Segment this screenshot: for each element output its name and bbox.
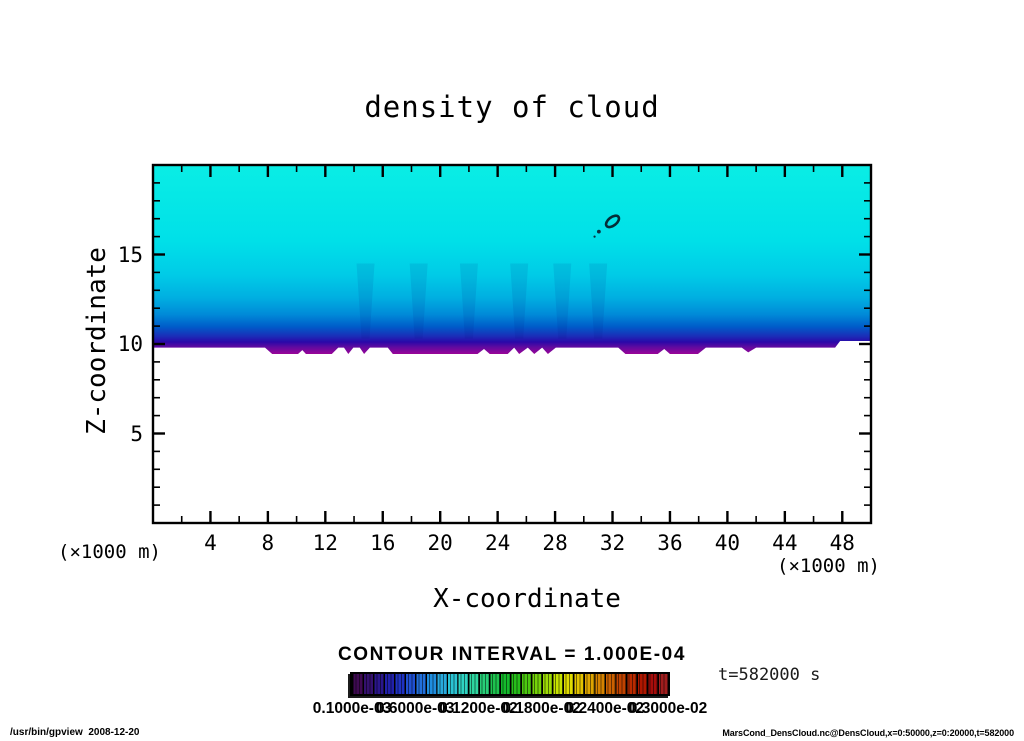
colorbar-value-label: 0.1000e-03 bbox=[312, 700, 392, 717]
x-tick-label: 40 bbox=[714, 531, 741, 555]
colorbar-value-label: 0.1200e-02 bbox=[439, 700, 518, 717]
contour-line-mark bbox=[604, 214, 621, 229]
density-plume bbox=[510, 263, 529, 339]
x-axis-unit-right: (×1000 m) bbox=[777, 555, 880, 577]
x-tick-label: 28 bbox=[542, 531, 568, 555]
colorbar-value-label: 0.2400e-02 bbox=[565, 700, 645, 717]
colorbar bbox=[350, 672, 670, 696]
x-tick-label: 16 bbox=[370, 531, 396, 555]
density-plume bbox=[589, 263, 608, 339]
plot-frame bbox=[151, 163, 873, 525]
y-tick-label: 10 bbox=[117, 332, 143, 356]
time-label: t=582000 s bbox=[718, 665, 821, 685]
density-field bbox=[154, 166, 870, 356]
x-tick-label: 32 bbox=[599, 531, 626, 555]
density-plume bbox=[553, 263, 572, 339]
contour-interval-text: CONTOUR INTERVAL = 1.000E-04 bbox=[337, 644, 687, 665]
y-tick-label: 15 bbox=[117, 242, 143, 267]
x-tick-label: 20 bbox=[427, 531, 453, 555]
contour-dot-mark bbox=[596, 229, 601, 234]
x-tick-label: 24 bbox=[484, 531, 511, 555]
density-plume bbox=[356, 263, 375, 339]
y-tick-label: 5 bbox=[130, 421, 143, 446]
x-tick-label: 8 bbox=[261, 531, 275, 555]
command-path-text: /usr/bin/gpview 2008-12-20 bbox=[10, 727, 140, 738]
x-axis-label: X-coordinate bbox=[433, 584, 621, 614]
colorbar-value-label: 0.6000e-03 bbox=[375, 700, 455, 717]
clear-air-region bbox=[152, 340, 872, 524]
x-tick-label: 44 bbox=[772, 531, 798, 555]
contour-dot-mark bbox=[593, 235, 596, 238]
chart-title: density of cloud bbox=[364, 90, 660, 124]
colorbar-value-label: 0.3000e-02 bbox=[628, 700, 708, 717]
x-tick-label: 4 bbox=[204, 531, 217, 555]
x-tick-label: 36 bbox=[657, 531, 683, 555]
x-tick-label: 12 bbox=[312, 531, 338, 555]
density-plume bbox=[459, 263, 478, 339]
density-plume bbox=[409, 263, 428, 339]
x-tick-label: 48 bbox=[829, 531, 855, 555]
colorbar-value-label: 0.1800e-02 bbox=[502, 700, 581, 717]
x-axis-unit-left: (×1000 m) bbox=[58, 541, 161, 563]
dataset-info-text: MarsCond_DensCloud.nc@DensCloud,x=0:5000… bbox=[722, 728, 1014, 738]
